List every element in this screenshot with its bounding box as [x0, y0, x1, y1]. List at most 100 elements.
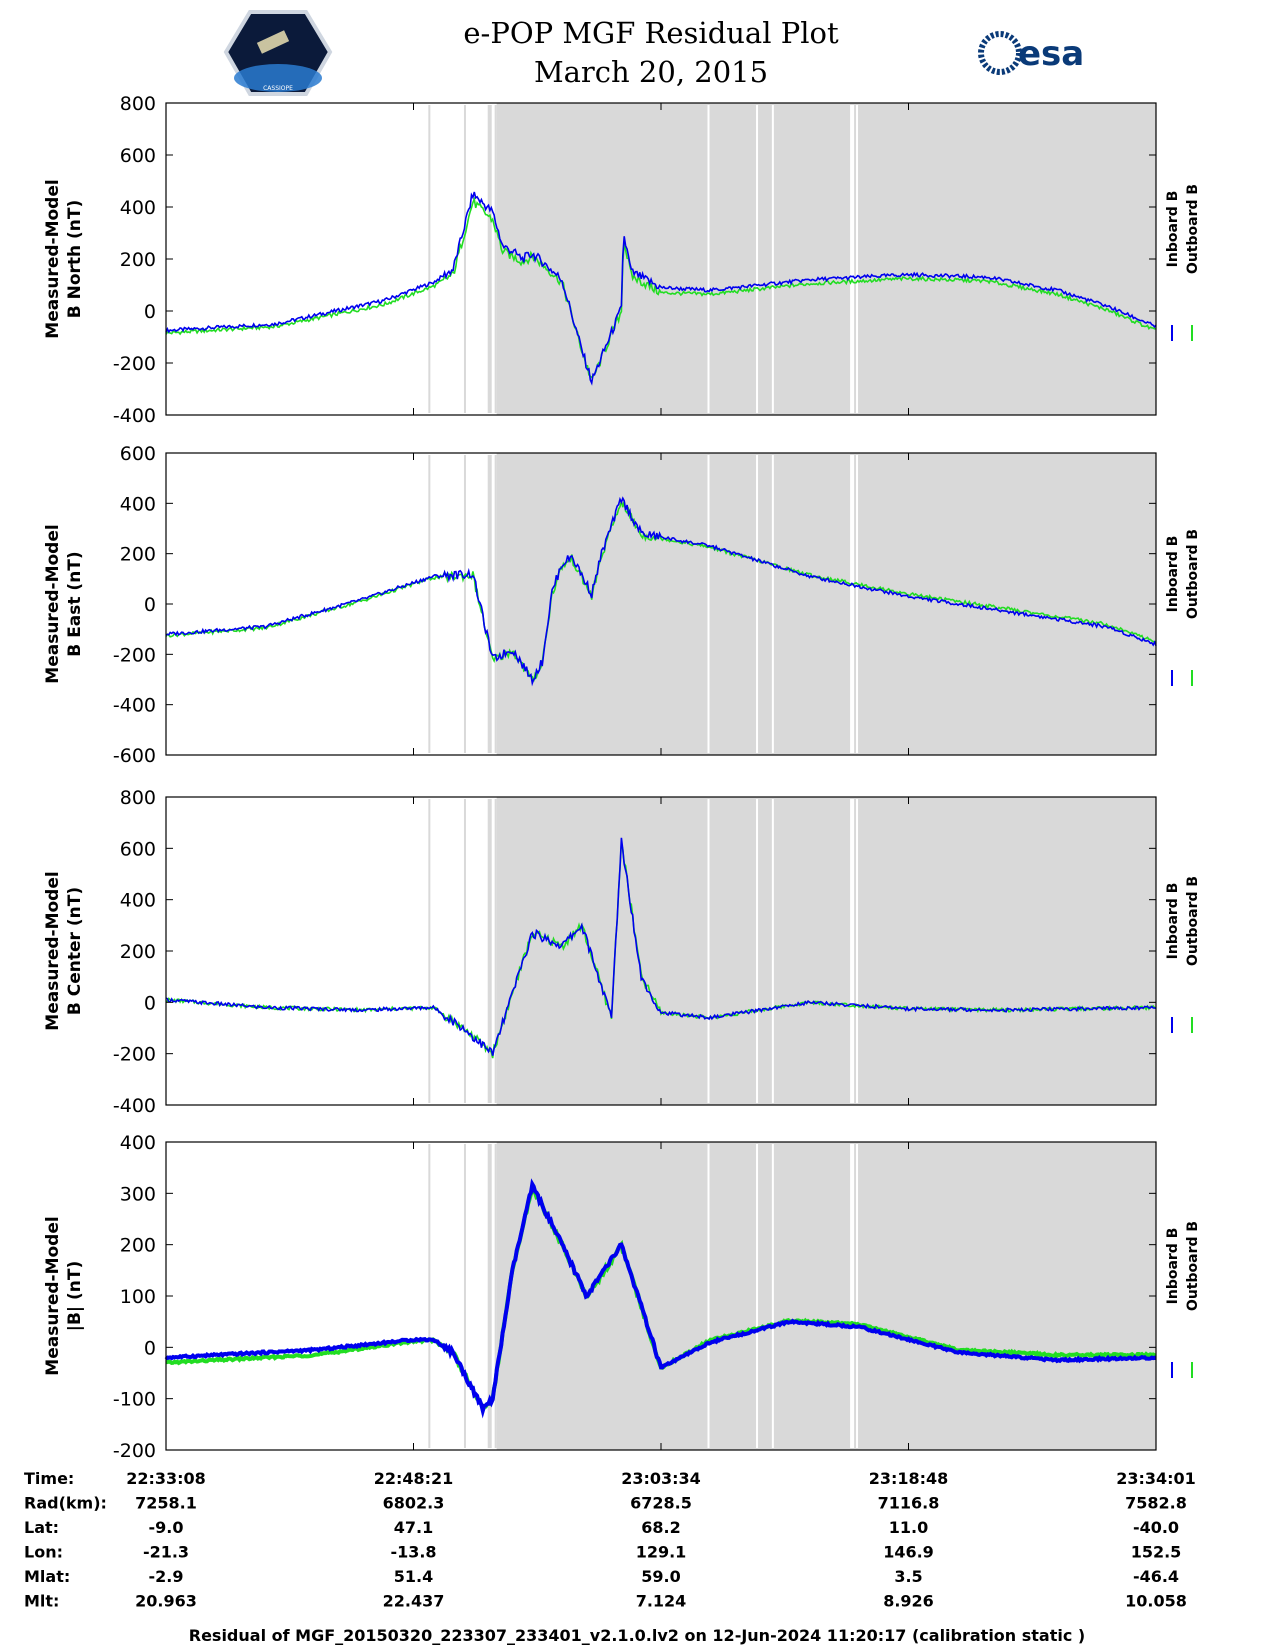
orbit-row-value: -13.8: [390, 1543, 436, 1562]
y-tick-label: 200: [120, 249, 156, 271]
orbit-row-value: 23:34:01: [1116, 1469, 1196, 1488]
esa-logo-text: esa: [1018, 34, 1084, 74]
y-tick-label: 400: [120, 197, 156, 219]
y-tick-label: 200: [120, 1235, 156, 1257]
orbit-row-value: 22.437: [383, 1592, 445, 1611]
y-axis-label-line2: B Center (nT): [65, 887, 85, 1015]
orbit-row-value: 23:03:34: [621, 1469, 701, 1488]
y-tick-label: 600: [120, 443, 156, 465]
legend-outboard-label: Outboard B: [1185, 876, 1201, 966]
footer-caption: Residual of MGF_20150320_223307_233401_v…: [189, 1626, 1085, 1645]
y-axis-label-line1: Measured-Model: [43, 1216, 63, 1375]
y-tick-label: 0: [144, 301, 156, 323]
orbit-row-value: 22:33:08: [126, 1469, 206, 1488]
y-axis-label-line1: Measured-Model: [43, 179, 63, 338]
orbit-row-value: 7582.8: [1125, 1494, 1187, 1513]
orbit-row-value: 47.1: [394, 1518, 433, 1537]
orbit-row-label: Rad(km):: [24, 1494, 107, 1513]
eclipse-shading: [496, 103, 1156, 415]
orbit-row-value: 6728.5: [630, 1494, 692, 1513]
eclipse-shading: [496, 1142, 1156, 1450]
y-tick-label: -400: [113, 695, 156, 717]
eclipse-shading: [496, 797, 1156, 1105]
orbit-row-value: 7258.1: [135, 1494, 197, 1513]
orbit-row-value: 11.0: [889, 1518, 928, 1537]
orbit-row-value: -40.0: [1133, 1518, 1179, 1537]
panel-1: 800 600 400 200 0 -200 -400 Measured-Model B Nor…: [43, 93, 1201, 427]
orbit-row-value: 7.124: [636, 1592, 687, 1611]
y-tick-label: -400: [113, 405, 156, 427]
inboard-series-line: [165, 837, 1157, 1056]
orbit-row-value: 6802.3: [383, 1494, 445, 1513]
y-tick-label: 100: [120, 1286, 156, 1308]
y-tick-label: -400: [113, 1095, 156, 1117]
orbit-row-label: Lat:: [24, 1518, 59, 1537]
orbit-row-value: -46.4: [1133, 1567, 1179, 1586]
y-tick-label: 300: [120, 1183, 156, 1205]
orbit-row-value: -2.9: [149, 1567, 184, 1586]
orbit-row-value: 10.058: [1125, 1592, 1187, 1611]
y-tick-label: 400: [120, 1132, 156, 1154]
legend-inboard-label: Inboard B: [1165, 536, 1181, 613]
y-axis-label-line2: B North (nT): [65, 200, 85, 319]
orbit-row-value: 51.4: [394, 1567, 433, 1586]
orbit-row-value: 3.5: [894, 1567, 922, 1586]
panel-4: 400 300 200 100 0 -100 -200 Measured-Model |B| (…: [43, 1132, 1201, 1462]
legend-inboard-label: Inboard B: [1165, 883, 1181, 960]
cassiope-logo-caption: CASSIOPE: [263, 85, 293, 92]
orbit-row-value: 20.963: [135, 1592, 197, 1611]
y-axis-label-line1: Measured-Model: [43, 871, 63, 1030]
inboard-series-line: [164, 1178, 1157, 1419]
inboard-series-line: [165, 191, 1157, 386]
orbit-row-value: 129.1: [636, 1543, 687, 1562]
orbit-row-label: Mlt:: [24, 1592, 59, 1611]
y-tick-label: -200: [113, 1440, 156, 1462]
plot-title-line1: e-POP MGF Residual Plot: [463, 16, 839, 50]
orbit-row-value: -9.0: [149, 1518, 184, 1537]
y-axis-label-line1: Measured-Model: [43, 524, 63, 683]
orbit-row-value: 23:18:48: [869, 1469, 949, 1488]
legend-outboard-label: Outboard B: [1185, 1221, 1201, 1311]
y-tick-label: -600: [113, 745, 156, 767]
esa-logo: esa: [978, 31, 1084, 75]
y-tick-label: 0: [144, 992, 156, 1014]
y-tick-label: -200: [113, 644, 156, 666]
legend-inboard-label: Inboard B: [1165, 191, 1181, 268]
orbit-row-label: Mlat:: [24, 1567, 70, 1586]
panel-3: 800 600 400 200 0 -200 -400 Measured-Model B Cen…: [43, 787, 1201, 1117]
y-tick-label: 800: [120, 787, 156, 809]
orbit-row-value: 68.2: [641, 1518, 680, 1537]
orbit-row-label: Lon:: [24, 1543, 63, 1562]
orbit-row-label: Time:: [24, 1469, 74, 1488]
inboard-series-line: [165, 496, 1157, 687]
cassiope-logo: CASSIOPE: [223, 10, 333, 96]
y-axis-label-line2: B East (nT): [65, 551, 85, 656]
y-tick-label: 800: [120, 93, 156, 115]
outboard-series-line: [165, 196, 1156, 379]
y-tick-label: 0: [144, 594, 156, 616]
y-tick-label: 200: [120, 544, 156, 566]
y-tick-label: 600: [120, 145, 156, 167]
plot-title-line2: March 20, 2015: [534, 55, 768, 89]
eclipse-shading: [496, 453, 1156, 755]
y-tick-label: 600: [120, 838, 156, 860]
y-tick-label: -100: [113, 1389, 156, 1411]
y-tick-label: 400: [120, 890, 156, 912]
y-tick-label: 0: [144, 1337, 156, 1359]
y-tick-label: 400: [120, 493, 156, 515]
legend-outboard-label: Outboard B: [1185, 184, 1201, 274]
legend-outboard-label: Outboard B: [1185, 529, 1201, 619]
y-tick-label: -200: [113, 1044, 156, 1066]
orbit-row-value: -21.3: [143, 1543, 189, 1562]
panel-2: 600 400 200 0 -200 -400 -600 Measured-Model B Ea…: [43, 443, 1201, 767]
legend-inboard-label: Inboard B: [1165, 1228, 1181, 1305]
orbit-row-value: 59.0: [641, 1567, 680, 1586]
y-tick-label: -200: [113, 353, 156, 375]
orbit-row-value: 152.5: [1131, 1543, 1182, 1562]
orbit-row-value: 146.9: [883, 1543, 934, 1562]
y-tick-label: 200: [120, 941, 156, 963]
orbit-row-value: 8.926: [883, 1592, 934, 1611]
y-axis-label-line2: |B| (nT): [65, 1261, 85, 1332]
orbit-row-value: 7116.8: [878, 1494, 940, 1513]
